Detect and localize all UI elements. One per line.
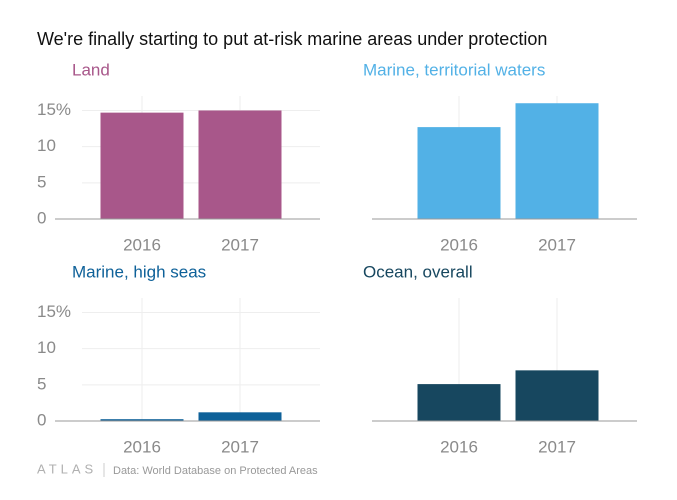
x-tick-label: 2016 xyxy=(440,437,478,456)
x-tick-label: 2017 xyxy=(221,235,259,254)
x-tick-label: 2017 xyxy=(538,437,576,456)
x-tick-label: 2016 xyxy=(440,235,478,254)
y-tick-label: 15% xyxy=(37,100,71,119)
logo: ATLAS xyxy=(37,461,97,476)
bar xyxy=(515,370,599,421)
bar xyxy=(417,127,501,219)
y-tick-label: 5 xyxy=(37,374,46,393)
bar xyxy=(515,103,599,219)
y-tick-label: 10 xyxy=(37,136,56,155)
bar xyxy=(417,384,501,421)
panel-title: Marine, territorial waters xyxy=(363,60,545,79)
y-tick-label: 10 xyxy=(37,338,56,357)
panel-title: Land xyxy=(72,60,110,79)
x-tick-label: 2017 xyxy=(538,235,576,254)
y-tick-label: 0 xyxy=(37,410,46,429)
x-tick-label: 2016 xyxy=(123,235,161,254)
x-tick-label: 2017 xyxy=(221,437,259,456)
panel-title: Marine, high seas xyxy=(72,262,206,281)
y-tick-label: 15% xyxy=(37,302,71,321)
chart-title: We're finally starting to put at-risk ma… xyxy=(37,29,547,49)
y-tick-label: 0 xyxy=(37,208,46,227)
panel-title: Ocean, overall xyxy=(363,262,473,281)
bar xyxy=(198,110,282,219)
x-tick-label: 2016 xyxy=(123,437,161,456)
source: Data: World Database on Protected Areas xyxy=(113,465,318,477)
bar xyxy=(198,412,282,421)
y-tick-label: 5 xyxy=(37,172,46,191)
bar xyxy=(100,419,184,421)
bar xyxy=(100,112,184,219)
